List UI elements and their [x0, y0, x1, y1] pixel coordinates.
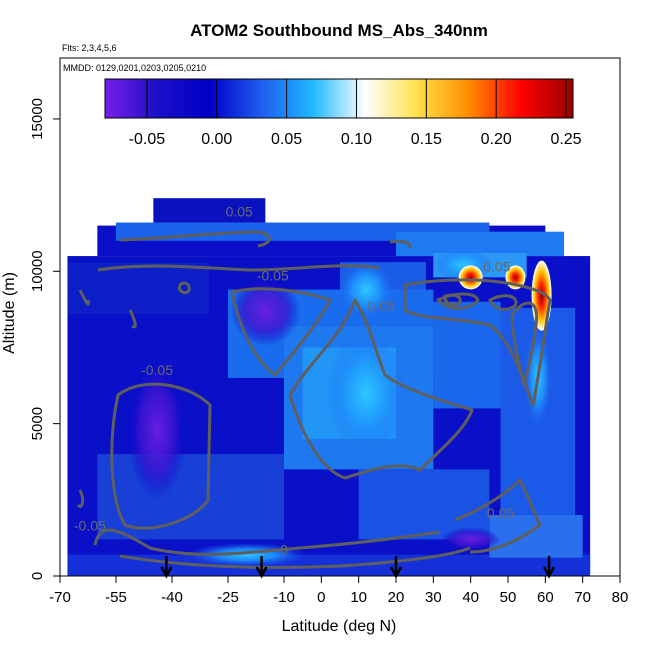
x-tick-label: 0	[317, 589, 325, 606]
contour-label: 0.05	[487, 505, 514, 521]
x-tick-label: -10	[273, 589, 295, 606]
contour-labels: -0.05 -0.05 0.05 0.05 0.05 0.05 -0.05 0	[74, 203, 514, 557]
heatmap-region	[489, 515, 583, 558]
contour-line	[119, 230, 271, 248]
x-tick-label: 60	[537, 589, 554, 606]
contour-label: 0.05	[483, 258, 510, 274]
contour-label: -0.05	[257, 267, 289, 283]
contour-line	[178, 281, 191, 294]
colorbar-tick-label: 0.00	[201, 131, 232, 148]
contour-label: 0.05	[367, 298, 394, 314]
colorbar-bar	[104, 78, 574, 119]
contour-line	[403, 278, 552, 407]
contour-line	[510, 301, 539, 387]
heatmap-region	[230, 275, 301, 346]
y-tick-label: 10000	[29, 250, 46, 292]
y-tick-label: 0	[29, 572, 46, 580]
x-axis: -70 -55 -40 -25 -10 0 10 20 30 40 50 60 70 80	[49, 576, 628, 606]
x-axis-label: Latitude (deg N)	[282, 618, 397, 635]
x-tick-label: -70	[49, 589, 71, 606]
x-tick-label: 20	[388, 589, 405, 606]
heatmap-region	[67, 262, 210, 314]
heatmap-region	[153, 198, 266, 223]
contour-line	[128, 309, 137, 329]
x-tick-label: -40	[161, 589, 183, 606]
contour-label: 0	[280, 542, 288, 558]
contour-line	[110, 382, 212, 530]
heatmap-region	[326, 333, 407, 454]
plot-frame	[59, 57, 621, 577]
contour-line	[97, 264, 381, 272]
heatmap-region	[531, 260, 552, 331]
x-tick-label: 50	[500, 589, 517, 606]
y-axis-label: Altitude (m)	[1, 272, 18, 354]
colorbar-tick-label: 0.25	[550, 131, 581, 148]
contour-line	[93, 528, 441, 556]
x-tick-label: -55	[105, 589, 127, 606]
x-tick-label: 30	[425, 589, 442, 606]
heatmap-region	[127, 359, 188, 500]
contour-line	[288, 298, 474, 480]
heatmap-region	[440, 527, 501, 552]
colorbar-ticks: -0.05 0.00 0.05 0.10 0.15 0.20 0.25	[129, 79, 582, 148]
contour-line	[119, 546, 471, 570]
colorbar-tick-label: 0.20	[481, 131, 512, 148]
y-axis: 0 5000 10000 15000	[29, 98, 60, 580]
contour-line	[230, 287, 332, 377]
chart-title: ATOM2 Southbound MS_Abs_340nm	[190, 21, 488, 40]
contour-line	[488, 294, 518, 311]
y-tick-label: 5000	[29, 407, 46, 440]
contour-label: 0.05	[226, 203, 253, 219]
colorbar-tick-label: -0.05	[129, 131, 166, 148]
contour-line	[76, 489, 85, 508]
contour-lines	[76, 230, 552, 570]
dates-note: MMDD: 0129,0201,0203,0205,0210	[63, 63, 206, 73]
x-tick-label: -25	[217, 589, 239, 606]
colorbar-tick-label: 0.05	[271, 131, 302, 148]
flights-note: Flts: 2,3,4,5,6	[62, 43, 117, 53]
x-tick-label: 40	[462, 589, 479, 606]
contour-label: -0.05	[141, 362, 173, 378]
colorbar: -0.05 0.00 0.05 0.10 0.15 0.20 0.25	[104, 78, 582, 148]
contour-line	[78, 289, 90, 306]
x-tick-label: 70	[574, 589, 591, 606]
colorbar-tick-label: 0.10	[341, 131, 372, 148]
contour-line	[443, 293, 462, 306]
contour-line	[454, 478, 542, 554]
colorbar-tick-label: 0.15	[411, 131, 442, 148]
contour-line	[389, 239, 412, 249]
x-tick-label: 10	[350, 589, 367, 606]
y-tick-label: 15000	[29, 98, 46, 140]
x-tick-label: 80	[612, 589, 629, 606]
contour-label: -0.05	[74, 517, 106, 533]
heatmap-region	[458, 265, 483, 290]
